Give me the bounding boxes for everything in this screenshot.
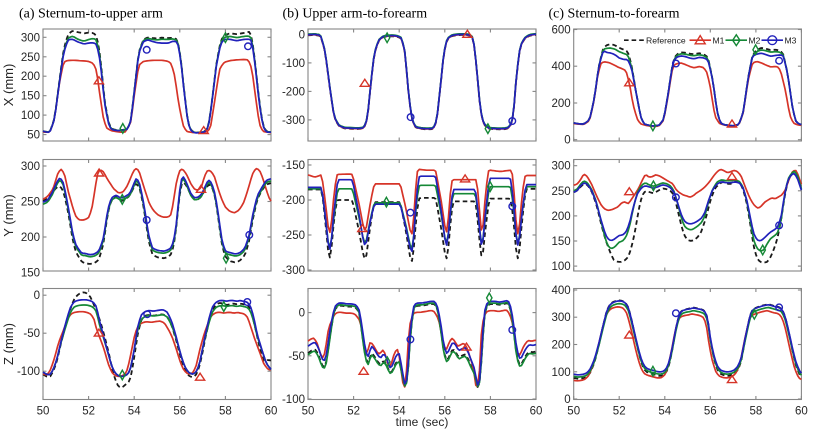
svg-text:Z (mm): Z (mm): [1, 323, 16, 365]
svg-text:-100: -100: [282, 58, 305, 70]
svg-text:0: 0: [299, 308, 305, 320]
svg-text:250: 250: [21, 197, 40, 209]
svg-text:100: 100: [21, 110, 40, 122]
svg-text:-200: -200: [282, 195, 305, 207]
svg-text:-50: -50: [288, 351, 305, 363]
svg-text:100: 100: [552, 367, 571, 379]
svg-text:0: 0: [299, 29, 305, 41]
svg-text:M3: M3: [785, 35, 797, 45]
svg-text:600: 600: [552, 25, 571, 37]
svg-text:200: 200: [552, 340, 571, 352]
svg-text:200: 200: [552, 211, 571, 223]
svg-text:(c) Sternum-to-forearm: (c) Sternum-to-forearm: [549, 7, 680, 22]
svg-text:M1: M1: [713, 35, 725, 45]
svg-text:200: 200: [21, 232, 40, 244]
svg-text:58: 58: [750, 406, 763, 418]
svg-text:250: 250: [21, 52, 40, 64]
svg-text:150: 150: [21, 91, 40, 103]
svg-text:0: 0: [564, 135, 570, 147]
svg-text:300: 300: [552, 161, 571, 173]
svg-text:300: 300: [552, 312, 571, 324]
svg-text:-200: -200: [282, 86, 305, 98]
svg-text:56: 56: [438, 406, 451, 418]
svg-text:50: 50: [37, 406, 50, 418]
svg-text:50: 50: [302, 406, 315, 418]
svg-text:52: 52: [347, 406, 360, 418]
svg-text:M2: M2: [749, 35, 761, 45]
svg-text:-100: -100: [17, 366, 40, 378]
svg-text:50: 50: [567, 406, 580, 418]
svg-text:X (mm): X (mm): [1, 64, 16, 107]
svg-text:54: 54: [393, 406, 406, 418]
svg-text:58: 58: [484, 406, 497, 418]
svg-text:200: 200: [21, 71, 40, 83]
svg-text:Y (mm): Y (mm): [1, 194, 16, 236]
svg-text:58: 58: [219, 406, 232, 418]
svg-text:52: 52: [82, 406, 95, 418]
svg-text:300: 300: [21, 32, 40, 44]
svg-text:150: 150: [552, 236, 571, 248]
svg-text:(a) Sternum-to-upper arm: (a) Sternum-to-upper arm: [19, 7, 163, 22]
svg-text:54: 54: [128, 406, 141, 418]
svg-text:54: 54: [658, 406, 671, 418]
svg-text:60: 60: [795, 406, 808, 418]
svg-text:300: 300: [21, 161, 40, 173]
svg-text:Reference: Reference: [646, 35, 686, 45]
svg-text:time (sec): time (sec): [396, 415, 449, 429]
svg-text:0: 0: [34, 290, 40, 302]
svg-text:60: 60: [530, 406, 543, 418]
svg-text:56: 56: [704, 406, 717, 418]
svg-text:56: 56: [173, 406, 186, 418]
svg-text:-300: -300: [282, 115, 305, 127]
svg-text:60: 60: [265, 406, 278, 418]
svg-text:250: 250: [552, 186, 571, 198]
svg-text:-300: -300: [282, 265, 305, 277]
svg-text:-100: -100: [282, 394, 305, 406]
svg-text:-50: -50: [23, 328, 40, 340]
svg-text:200: 200: [552, 98, 571, 110]
svg-text:(b) Upper arm-to-forearm: (b) Upper arm-to-forearm: [283, 7, 428, 22]
svg-text:52: 52: [613, 406, 626, 418]
svg-text:150: 150: [21, 268, 40, 280]
svg-text:100: 100: [552, 261, 571, 273]
svg-text:50: 50: [27, 130, 40, 142]
svg-text:400: 400: [552, 285, 571, 297]
svg-text:400: 400: [552, 61, 571, 73]
svg-text:-250: -250: [282, 230, 305, 242]
svg-text:-150: -150: [282, 160, 305, 172]
svg-text:0: 0: [564, 394, 570, 406]
